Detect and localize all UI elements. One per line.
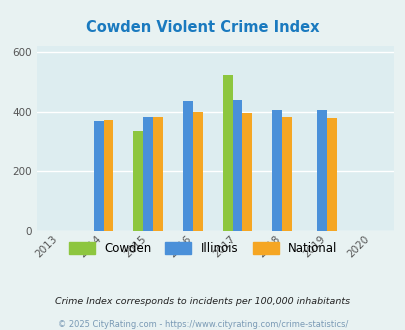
Text: © 2025 CityRating.com - https://www.cityrating.com/crime-statistics/: © 2025 CityRating.com - https://www.city…	[58, 320, 347, 329]
Bar	[153, 117, 162, 231]
Bar	[103, 119, 113, 231]
Text: Crime Index corresponds to incidents per 100,000 inhabitants: Crime Index corresponds to incidents per…	[55, 297, 350, 306]
Bar	[143, 117, 153, 231]
Bar	[133, 131, 143, 231]
Bar	[183, 101, 192, 231]
Bar	[94, 121, 103, 231]
Bar	[232, 100, 242, 231]
Bar	[326, 118, 336, 231]
Bar	[281, 117, 291, 231]
Bar	[272, 110, 281, 231]
Bar	[316, 110, 326, 231]
Bar	[242, 113, 252, 231]
Bar	[192, 112, 202, 231]
Text: Cowden Violent Crime Index: Cowden Violent Crime Index	[86, 20, 319, 35]
Legend: Cowden, Illinois, National: Cowden, Illinois, National	[64, 237, 341, 260]
Bar	[222, 75, 232, 231]
